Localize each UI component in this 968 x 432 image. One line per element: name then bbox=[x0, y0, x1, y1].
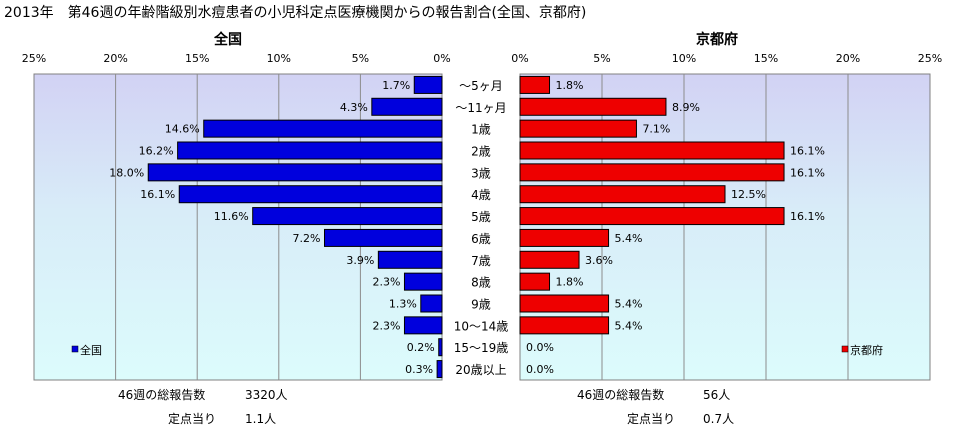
data-label-national: 3.9% bbox=[346, 254, 374, 267]
data-label-kyoto: 1.8% bbox=[556, 79, 584, 92]
category-label: 15～19歳 bbox=[454, 341, 509, 355]
category-label: 2歳 bbox=[471, 145, 491, 159]
data-label-national: 0.3% bbox=[405, 363, 433, 376]
x-tick-label-national: 5% bbox=[352, 52, 369, 65]
bar-kyoto bbox=[519, 185, 726, 204]
x-tick-label-kyoto: 5% bbox=[593, 52, 610, 65]
category-label: 8歳 bbox=[471, 276, 491, 290]
data-label-national: 1.7% bbox=[382, 79, 410, 92]
data-label-national: 4.3% bbox=[340, 101, 368, 114]
data-label-national: 16.2% bbox=[139, 145, 174, 158]
bar-kyoto bbox=[519, 207, 785, 226]
data-label-kyoto: 5.4% bbox=[615, 319, 643, 332]
data-label-kyoto: 0.0% bbox=[526, 341, 554, 354]
x-tick-label-kyoto: 0% bbox=[511, 52, 528, 65]
legend-swatch-national bbox=[71, 345, 79, 353]
data-label-kyoto: 0.0% bbox=[526, 363, 554, 376]
category-label: 4歳 bbox=[471, 188, 491, 202]
category-label: 7歳 bbox=[471, 254, 491, 268]
x-tick-label-kyoto: 20% bbox=[836, 52, 860, 65]
bar-kyoto bbox=[519, 119, 637, 138]
kyoto-total-label: 46週の総報告数 bbox=[577, 388, 665, 402]
data-label-kyoto: 16.1% bbox=[790, 166, 825, 179]
category-label: 1歳 bbox=[471, 123, 491, 137]
data-label-national: 2.3% bbox=[373, 276, 401, 289]
data-label-kyoto: 3.6% bbox=[585, 254, 613, 267]
data-label-kyoto: 16.1% bbox=[790, 145, 825, 158]
bar-kyoto bbox=[519, 163, 785, 182]
bar-kyoto bbox=[519, 294, 610, 313]
panel-title-kyoto: 京都府 bbox=[696, 31, 738, 48]
data-label-national: 18.0% bbox=[109, 166, 144, 179]
data-label-national: 16.1% bbox=[140, 188, 175, 201]
bar-national bbox=[177, 141, 443, 160]
x-tick-label-kyoto: 10% bbox=[672, 52, 696, 65]
data-label-national: 11.6% bbox=[214, 210, 249, 223]
legend-swatch-kyoto bbox=[841, 345, 849, 353]
bar-national bbox=[403, 316, 443, 335]
bar-national bbox=[203, 119, 443, 138]
data-label-national: 7.2% bbox=[293, 232, 321, 245]
data-label-national: 2.3% bbox=[373, 319, 401, 332]
bar-kyoto bbox=[519, 97, 667, 116]
bar-national bbox=[371, 97, 443, 116]
national-total-label: 46週の総報告数 bbox=[118, 388, 206, 402]
category-label: 6歳 bbox=[471, 232, 491, 246]
national-per-value: 1.1人 bbox=[245, 412, 277, 426]
bar-national bbox=[377, 250, 443, 269]
legend-label-national: 全国 bbox=[80, 343, 102, 357]
category-label: 9歳 bbox=[471, 298, 491, 312]
data-label-kyoto: 5.4% bbox=[615, 232, 643, 245]
category-label: 10～14歳 bbox=[454, 319, 509, 333]
bar-national bbox=[413, 75, 443, 94]
data-label-kyoto: 5.4% bbox=[615, 298, 643, 311]
data-label-national: 14.6% bbox=[165, 123, 200, 136]
data-label-kyoto: 12.5% bbox=[731, 188, 766, 201]
bar-kyoto bbox=[519, 141, 785, 160]
category-label: ～5ヶ月 bbox=[459, 79, 503, 93]
bar-national bbox=[147, 163, 443, 182]
bar-national bbox=[436, 360, 443, 379]
bar-kyoto bbox=[519, 316, 610, 335]
bar-national bbox=[438, 338, 443, 357]
kyoto-total-value: 56人 bbox=[703, 388, 731, 402]
category-label: 5歳 bbox=[471, 210, 491, 224]
bar-kyoto bbox=[519, 75, 551, 94]
data-label-kyoto: 7.1% bbox=[642, 123, 670, 136]
bar-kyoto bbox=[519, 228, 610, 247]
x-tick-label-national: 0% bbox=[433, 52, 450, 65]
x-tick-label-national: 20% bbox=[103, 52, 127, 65]
bar-national bbox=[323, 228, 443, 247]
bar-kyoto bbox=[519, 250, 580, 269]
data-label-kyoto: 16.1% bbox=[790, 210, 825, 223]
x-tick-label-national: 10% bbox=[267, 52, 291, 65]
bar-national bbox=[420, 294, 443, 313]
data-label-national: 0.2% bbox=[407, 341, 435, 354]
legend-label-kyoto: 京都府 bbox=[850, 343, 883, 357]
panel-title-national: 全国 bbox=[213, 31, 242, 48]
x-tick-label-national: 15% bbox=[185, 52, 209, 65]
category-label: ～11ヶ月 bbox=[455, 101, 506, 115]
page-title: 2013年 第46週の年齢階級別水痘患者の小児科定点医療機関からの報告割合(全国… bbox=[4, 5, 587, 21]
national-total-value: 3320人 bbox=[245, 388, 288, 402]
data-label-national: 1.3% bbox=[389, 298, 417, 311]
data-label-kyoto: 8.9% bbox=[672, 101, 700, 114]
category-label: 20歳以上 bbox=[455, 363, 506, 377]
bar-national bbox=[178, 185, 443, 204]
x-tick-label-kyoto: 25% bbox=[918, 52, 942, 65]
bar-national bbox=[403, 272, 443, 291]
category-label: 3歳 bbox=[471, 166, 491, 180]
x-tick-label-kyoto: 15% bbox=[754, 52, 778, 65]
national-per-label: 定点当り bbox=[168, 412, 217, 426]
data-label-kyoto: 1.8% bbox=[556, 276, 584, 289]
kyoto-per-label: 定点当り bbox=[627, 412, 676, 426]
bar-kyoto bbox=[519, 272, 551, 291]
x-tick-label-national: 25% bbox=[22, 52, 46, 65]
bar-national bbox=[252, 207, 443, 226]
kyoto-per-value: 0.7人 bbox=[703, 412, 735, 426]
